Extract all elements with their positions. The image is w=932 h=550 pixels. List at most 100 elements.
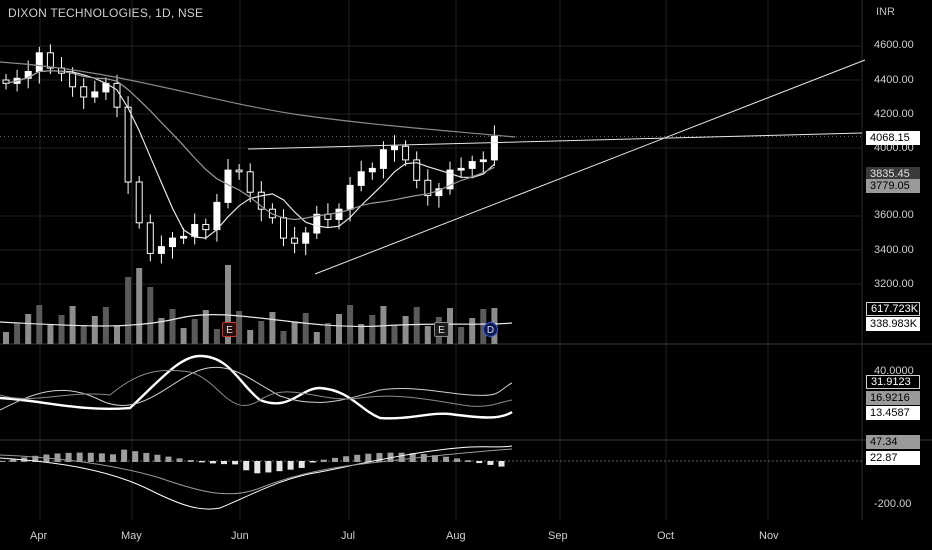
month-label: Jul (341, 530, 356, 542)
macd-histogram-bar (232, 461, 239, 465)
volume-bar (247, 330, 254, 344)
macd-signal-line (0, 448, 513, 495)
volume-bar (180, 328, 187, 344)
candle-body (124, 106, 132, 183)
macd-histogram-bar (443, 456, 449, 462)
volume-bar (213, 329, 220, 344)
macd-histogram-bar (209, 461, 216, 464)
macd-histogram-bar (320, 459, 327, 462)
ma-slow-line (5, 70, 495, 221)
macd-histogram-bar (243, 461, 250, 471)
macd-histogram-bar (298, 461, 305, 468)
di-plus-line (0, 366, 513, 411)
earnings-marker[interactable]: E (434, 322, 449, 337)
volume-bar (91, 316, 98, 344)
volume-bar (313, 332, 320, 344)
month-label: May (121, 530, 142, 542)
candle-body (379, 149, 387, 169)
volume-bar (236, 311, 243, 344)
macd-histogram-bar (431, 455, 438, 462)
macd-histogram-bar (454, 458, 461, 462)
macd-histogram-bar (110, 454, 116, 462)
volume-bar (469, 318, 476, 344)
candle-body (346, 184, 354, 210)
volume-bar (447, 308, 453, 344)
volume-bar (125, 277, 132, 344)
macd-histogram-bar (465, 460, 472, 462)
volume-bar (80, 325, 87, 344)
adx-tag: 31.9123 (866, 375, 920, 389)
price-tick: 3200.00 (874, 278, 914, 290)
volume-bar (369, 315, 376, 344)
candle-body (213, 201, 221, 231)
volume-bar (380, 306, 387, 344)
candle-body (468, 161, 476, 169)
ma-tag: 3835.45 (866, 167, 920, 181)
macd-histogram-bar (365, 453, 372, 462)
volume-bar (291, 322, 298, 344)
volume-bar (324, 323, 331, 344)
month-label: Aug (446, 530, 466, 542)
candle-body (479, 159, 487, 163)
candle-body (490, 135, 498, 161)
volume-bar (14, 323, 21, 344)
candle-body (191, 224, 199, 237)
macd-histogram-bar (265, 461, 272, 473)
candle-body (180, 235, 188, 239)
macd-histogram-bar (198, 461, 205, 463)
macd-histogram-bar (398, 452, 405, 462)
candle-body (257, 191, 265, 210)
candle-body (435, 188, 443, 197)
volume-bar (136, 268, 143, 344)
macd-line (0, 445, 513, 510)
candle-body (80, 86, 88, 98)
macd-histogram-bar (420, 454, 427, 462)
price-tick: 4400.00 (874, 74, 914, 86)
month-label: Oct (657, 530, 675, 542)
volume-bar (225, 265, 231, 344)
dividend-marker[interactable]: D (483, 322, 498, 337)
symbol-title: DIXON TECHNOLOGIES, 1D, NSE (8, 6, 204, 20)
candle-body (91, 91, 99, 98)
indicator-tick: 40.0000 (874, 365, 914, 377)
volume-bar (424, 326, 431, 344)
month-label: Nov (759, 530, 779, 542)
price-tick: 4200.00 (874, 108, 914, 120)
price-tick: 4600.00 (874, 39, 914, 51)
candle-body (69, 72, 77, 88)
candle-body (391, 145, 398, 151)
volume-bar (25, 314, 32, 344)
macd-histogram-bar (287, 461, 294, 470)
candle-body (35, 52, 43, 72)
volume-bar (47, 324, 54, 344)
macd-histogram-bar (187, 459, 194, 462)
macd-histogram-bar (54, 453, 61, 462)
macd-histogram-bar (154, 454, 161, 462)
macd-histogram-bar (498, 461, 505, 467)
macd-histogram-bar (65, 452, 72, 462)
macd-histogram-bar (32, 455, 39, 462)
macd-histogram-bar (221, 461, 227, 465)
candle-body (446, 169, 454, 190)
di-minus-line (0, 369, 513, 407)
macd-histogram-bar (165, 456, 172, 462)
indicator-tick: -200.00 (874, 498, 912, 510)
volume-bar (147, 287, 154, 344)
price-tick: 4000.00 (874, 142, 914, 154)
macd-histogram-bar (143, 452, 150, 462)
volume-bar (302, 313, 309, 344)
volume-bar (413, 307, 420, 344)
macd-histogram-bar (409, 453, 416, 462)
volume-ma-tag: 338.983K (866, 317, 920, 331)
price-tick: 3400.00 (874, 244, 914, 256)
volume-bar (280, 331, 287, 344)
candle-body (169, 237, 176, 248)
candle-body (235, 169, 243, 173)
macd-value-tag: 47.34 (866, 435, 920, 449)
candle-body (202, 224, 210, 231)
macd-histogram-bar (309, 461, 316, 463)
candle-body (368, 167, 376, 173)
ma-tag: 3779.05 (866, 179, 920, 193)
earnings-marker[interactable]: E (222, 322, 237, 337)
